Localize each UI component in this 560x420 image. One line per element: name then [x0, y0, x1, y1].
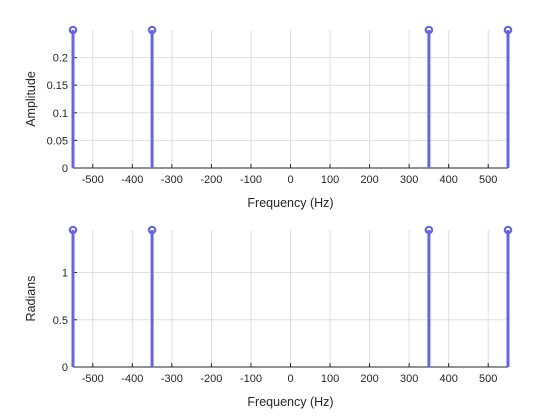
stem-marker: [147, 225, 157, 235]
x-tick-label: 100: [321, 174, 339, 186]
subplot-1: -500 -400 -300 -200 -100 0 100 200 300 400 500 0 0.0…: [24, 25, 513, 210]
x-axis-label: Frequency (Hz): [247, 196, 333, 210]
x-axis-label: Frequency (Hz): [247, 395, 333, 409]
x-tick-label: -500: [82, 373, 104, 385]
y-tick-label: 0.15: [47, 80, 68, 92]
x-tick-label: -200: [200, 174, 222, 186]
x-tick-label: 200: [360, 373, 378, 385]
y-axis-label: Radians: [24, 276, 38, 322]
stem-marker: [68, 225, 78, 235]
stem-marker: [503, 25, 513, 35]
y-tick-label: 0: [62, 362, 68, 374]
x-tick-label: -400: [121, 174, 143, 186]
x-tick-label: -500: [82, 174, 104, 186]
x-tick-label: 0: [287, 373, 293, 385]
stem-marker: [424, 25, 434, 35]
stem-marker: [424, 225, 434, 235]
x-tick-label: 200: [360, 174, 378, 186]
x-tick-label: -100: [240, 174, 262, 186]
x-tick-label: -300: [161, 373, 183, 385]
y-tick-label: 0.2: [53, 53, 68, 65]
x-tick-label: 500: [479, 373, 497, 385]
x-tick-label: 300: [400, 373, 418, 385]
x-tick-label: 100: [321, 373, 339, 385]
stem-marker: [68, 25, 78, 35]
subplot-2: -500 -400 -300 -200 -100 0 100 200 300 400 500 0 0.5…: [24, 225, 513, 409]
x-tick-label: 500: [479, 174, 497, 186]
x-tick-label: 400: [440, 373, 458, 385]
y-tick-label: 1: [62, 268, 68, 280]
x-tick-label: 0: [287, 174, 293, 186]
plots: -500 -400 -300 -200 -100 0 100 200 300 400 50000.0…: [24, 25, 513, 409]
x-tick-label: -100: [240, 373, 262, 385]
y-tick-label: 0: [62, 163, 68, 175]
y-axis-label: Amplitude: [24, 71, 38, 127]
stem-marker: [503, 225, 513, 235]
x-tick-label: -200: [200, 373, 222, 385]
stem-marker: [147, 25, 157, 35]
x-tick-label: -300: [161, 174, 183, 186]
y-tick-label: 0.5: [53, 315, 68, 327]
x-tick-label: 300: [400, 174, 418, 186]
y-tick-label: 0.1: [53, 108, 68, 120]
x-tick-label: -400: [121, 373, 143, 385]
y-tick-label: 0.05: [47, 135, 68, 147]
x-tick-label: 400: [440, 174, 458, 186]
